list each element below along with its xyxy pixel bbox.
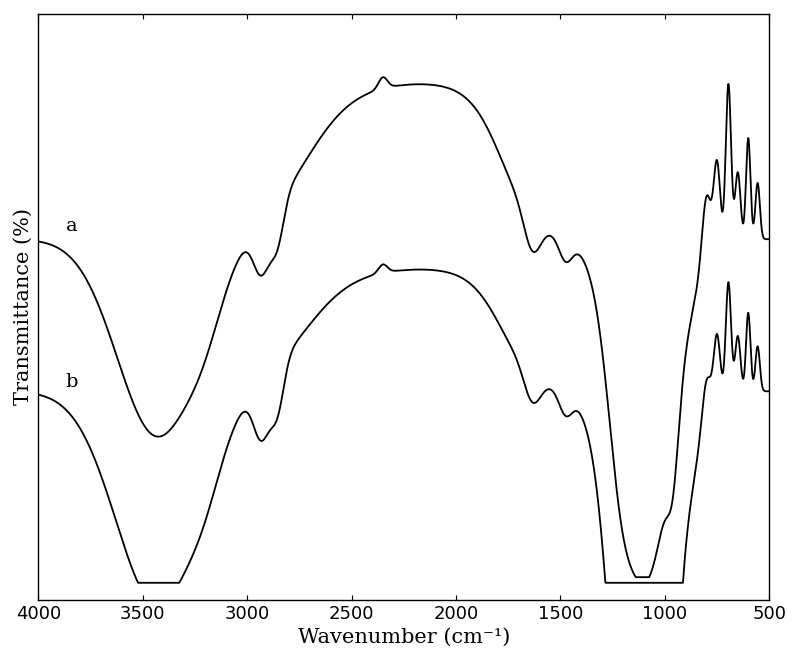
Y-axis label: Transmittance (%): Transmittance (%) [14,208,33,405]
Text: b: b [66,373,78,391]
Text: a: a [66,217,78,235]
X-axis label: Wavenumber (cm⁻¹): Wavenumber (cm⁻¹) [298,628,510,647]
